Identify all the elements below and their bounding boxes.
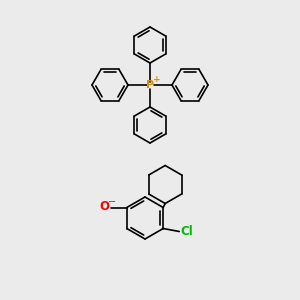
Text: −: − [108,196,116,206]
Text: Cl: Cl [181,225,194,238]
Text: P: P [146,80,154,90]
Text: +: + [153,74,161,83]
Text: O: O [100,200,110,213]
